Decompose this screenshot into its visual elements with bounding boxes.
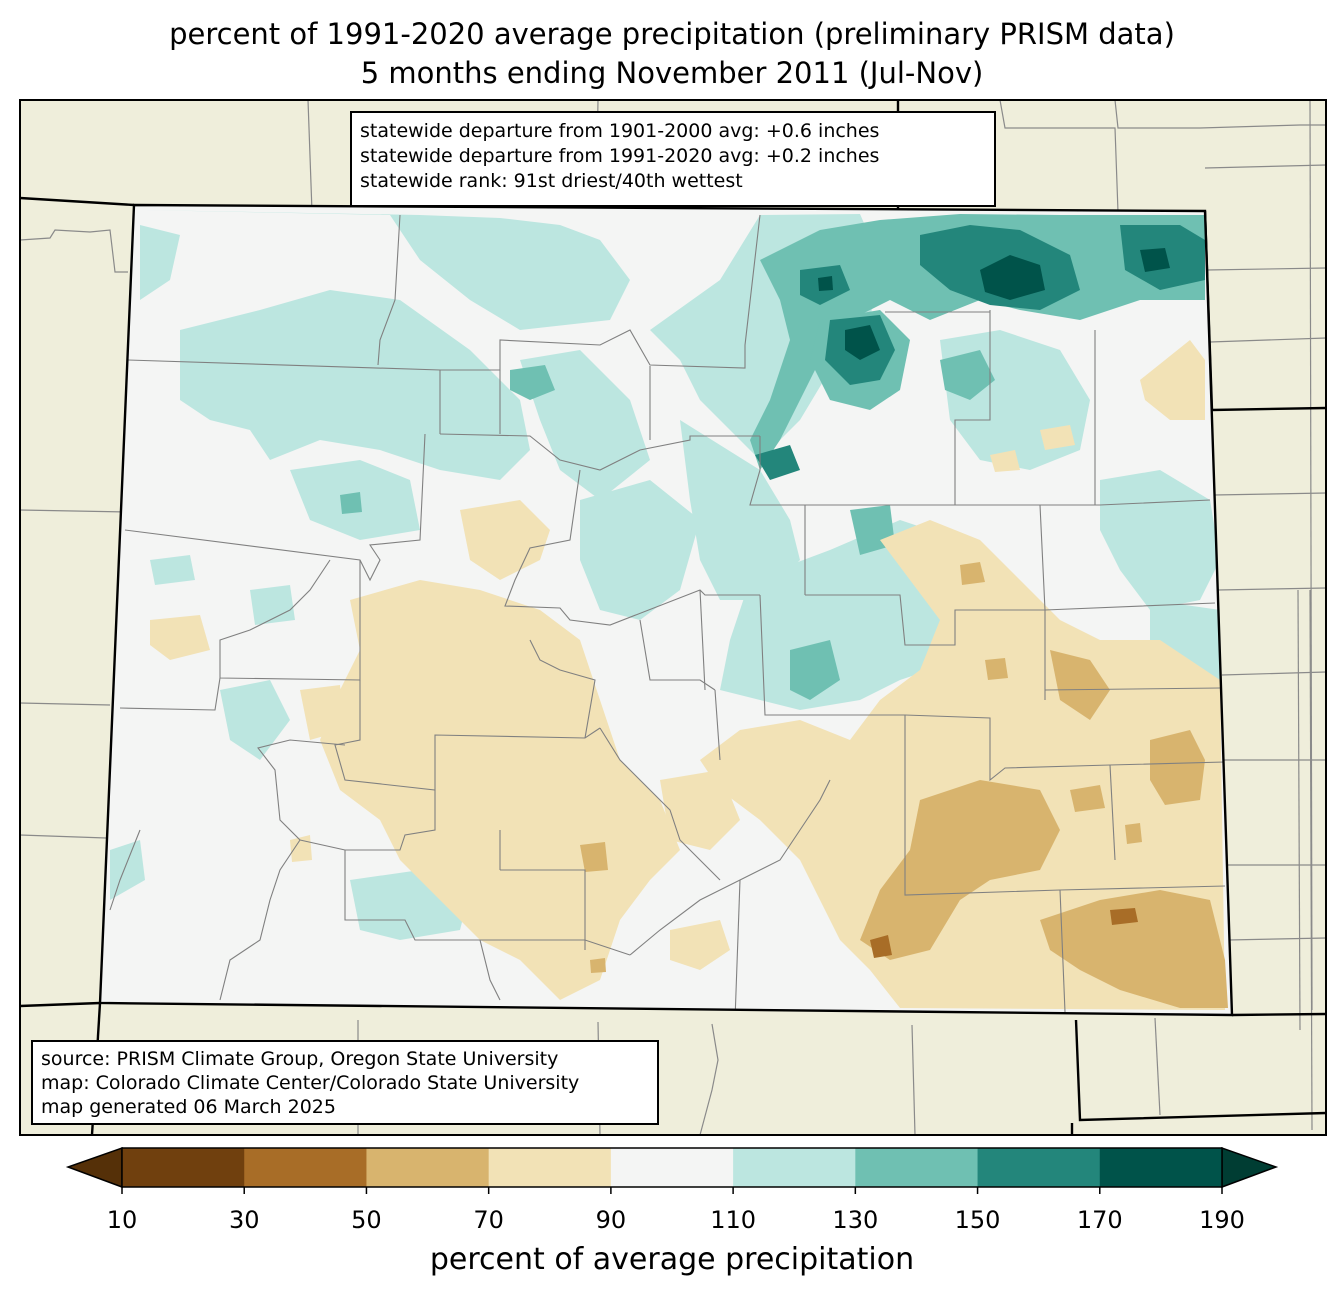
colorbar-segment [1099,1148,1223,1187]
colorbar-tick-label: 190 [1199,1206,1245,1234]
colorbar-segment [122,1148,245,1187]
colorbar-tick-label: 30 [228,1206,260,1234]
map-frame [19,99,1327,1136]
colorbar-segment [244,1148,367,1187]
precip-70-90 [150,340,1225,1010]
colorbar-over-arrow [1221,1146,1279,1189]
source-credit: source: PRISM Climate Group, Oregon Stat… [41,1048,559,1070]
colorbar-segment [977,1148,1101,1187]
colorbar-tick-label: 110 [710,1206,757,1234]
colorbar-segment [488,1148,612,1187]
colorbar-segment [855,1148,979,1187]
colorbar-tick-label: 130 [832,1206,879,1234]
colorbar-outline [121,1147,1223,1188]
map-title: percent of 1991-2020 average precipitati… [169,17,1175,51]
stats-departure-1991: statewide departure from 1991-2020 avg: … [360,145,880,167]
colorbar-tick-label: 90 [595,1206,627,1234]
colorbar-segment [733,1148,856,1187]
colorbar-segment [366,1148,490,1187]
map-generated-date: map generated 06 March 2025 [41,1096,336,1118]
neighbor-state-lines [20,100,1326,1135]
map-credit: map: Colorado Climate Center/Colorado St… [41,1072,580,1094]
statewide-stats-box: statewide departure from 1901-2000 avg: … [350,111,996,207]
precip-fields [110,210,1228,1010]
colorado-border [98,203,1234,1017]
stats-rank: statewide rank: 91st driest/40th wettest [360,170,743,192]
precip-50-70 [580,562,1228,1008]
colorbar-tick-label: 170 [1076,1206,1123,1234]
county-lines [109,214,1226,1015]
colorbar-tick-label: 10 [106,1206,138,1234]
map-subtitle: 5 months ending November 2011 (Jul-Nov) [360,56,984,90]
precip-170-190 [818,248,1170,360]
colorbar-under-arrow [65,1146,123,1189]
colorbar-tick-label: 70 [473,1206,504,1234]
stats-departure-1901: statewide departure from 1901-2000 avg: … [360,120,880,142]
colorbar-label: percent of average precipitation [429,1242,915,1277]
source-box: source: PRISM Climate Group, Oregon Stat… [31,1040,659,1125]
precip-30-50 [870,908,1138,958]
colorbar-tick-label: 50 [351,1206,382,1234]
colorbar-segment [610,1148,734,1187]
colorbar-tick-label: 150 [954,1206,1001,1234]
colorbar [65,1146,1279,1194]
